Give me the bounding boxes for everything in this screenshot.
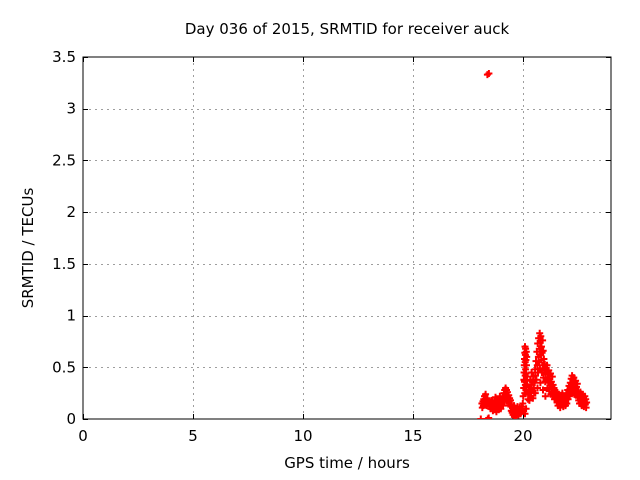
y-tick-label: 1.5 xyxy=(52,255,76,273)
x-axis-label: GPS time / hours xyxy=(284,454,410,472)
y-tick-label: 1 xyxy=(66,307,76,325)
x-tick-label: 10 xyxy=(293,427,312,445)
tick-labels: 0 5 10 15 20 0 0.5 1 1.5 2 2.5 3 3.5 xyxy=(52,48,532,445)
axis-ticks xyxy=(83,57,611,420)
plot-border xyxy=(82,56,612,420)
y-tick-label: 3.5 xyxy=(52,48,76,66)
x-tick-label: 0 xyxy=(78,427,88,445)
y-tick-label: 0.5 xyxy=(52,358,76,376)
y-tick-label: 0 xyxy=(66,410,76,428)
x-tick-label: 15 xyxy=(403,427,422,445)
x-tick-label: 5 xyxy=(188,427,198,445)
chart-title: Day 036 of 2015, SRMTID for receiver auc… xyxy=(185,20,510,38)
grid-lines xyxy=(83,57,611,419)
y-tick-label: 2 xyxy=(66,203,76,221)
y-axis-label: SRMTID / TECUs xyxy=(19,188,37,309)
y-tick-label: 2.5 xyxy=(52,151,76,169)
y-tick-label: 3 xyxy=(66,100,76,118)
data-points xyxy=(477,70,591,419)
x-tick-label: 20 xyxy=(513,427,532,445)
